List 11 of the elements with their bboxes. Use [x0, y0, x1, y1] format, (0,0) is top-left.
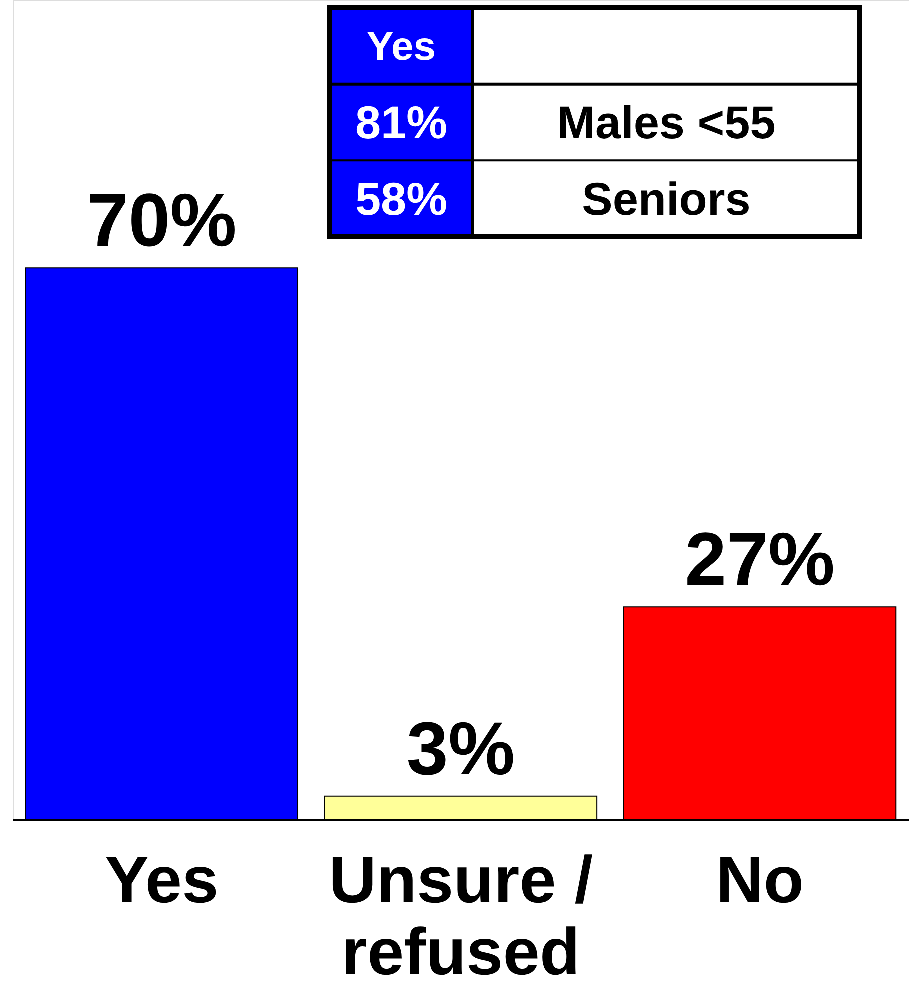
data-label: 70%	[86, 178, 237, 262]
annotation: 58%	[355, 172, 448, 225]
annotation: Yes	[367, 25, 436, 70]
data-label: 3%	[406, 706, 516, 790]
annotation: Seniors	[582, 172, 751, 225]
data-label: 27%	[685, 517, 836, 602]
annotation: Males <55	[557, 96, 776, 148]
annotation: 81%	[355, 96, 448, 148]
x-tick-label: Unsure / refused	[328, 842, 594, 987]
x-tick-label: Yes	[105, 842, 219, 916]
x-tick-label: No	[716, 842, 804, 916]
